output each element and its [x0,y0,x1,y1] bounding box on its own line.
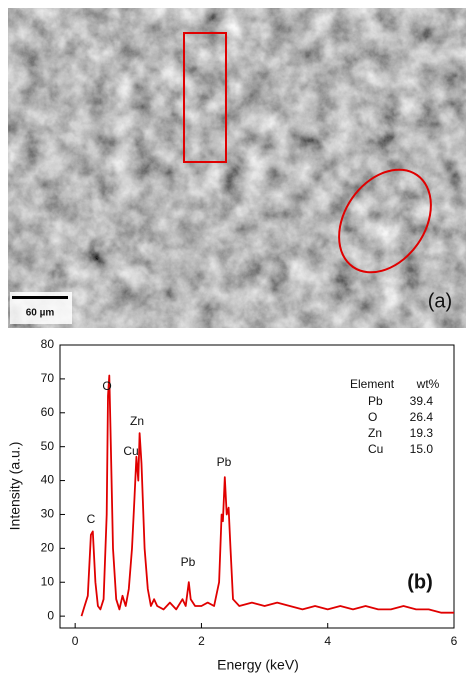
x-tick-label: 0 [72,634,79,648]
highlight-rect [183,32,227,163]
x-tick-label: 2 [198,634,205,648]
spectrum-line [80,374,454,617]
x-axis-label: Energy (keV) [217,657,299,673]
table-cell: 15.0 [410,442,434,456]
scale-label: 60 µm [26,308,55,319]
peak-label: Zn [130,414,144,428]
y-axis-label: Intensity (a.u.) [7,442,23,531]
peak-label: Pb [217,455,232,469]
x-tick-label: 4 [324,634,331,648]
y-tick-label: 30 [41,507,55,521]
table-cell: Zn [368,426,382,440]
sem-image: 60 µm (a) [8,8,466,328]
peak-label: C [87,512,96,526]
table-cell: Pb [368,394,383,408]
x-tick-label: 6 [451,634,458,648]
panel-label: (a) [428,290,452,312]
plot-frame [59,344,455,629]
peak-label: Cu [123,444,138,458]
y-tick-label: 20 [41,541,55,555]
panel-label: (b) [407,571,433,593]
y-tick-label: 0 [47,608,54,622]
y-tick-label: 10 [41,574,55,588]
scale-bar [12,296,68,299]
y-tick-label: 80 [41,337,55,351]
table-cell: 39.4 [410,394,434,408]
table-cell: 26.4 [410,410,434,424]
table-header: wt% [416,377,440,391]
table-cell: Cu [368,442,383,456]
peak-label: O [102,379,111,393]
y-tick-label: 70 [41,371,55,385]
y-tick-label: 60 [41,405,55,419]
table-header: Element [350,377,395,391]
peak-label: Pb [181,555,196,569]
table-cell: O [368,410,377,424]
y-tick-label: 50 [41,439,55,453]
highlight-ellipse [338,168,432,274]
y-tick-label: 40 [41,473,55,487]
table-cell: 19.3 [410,426,434,440]
